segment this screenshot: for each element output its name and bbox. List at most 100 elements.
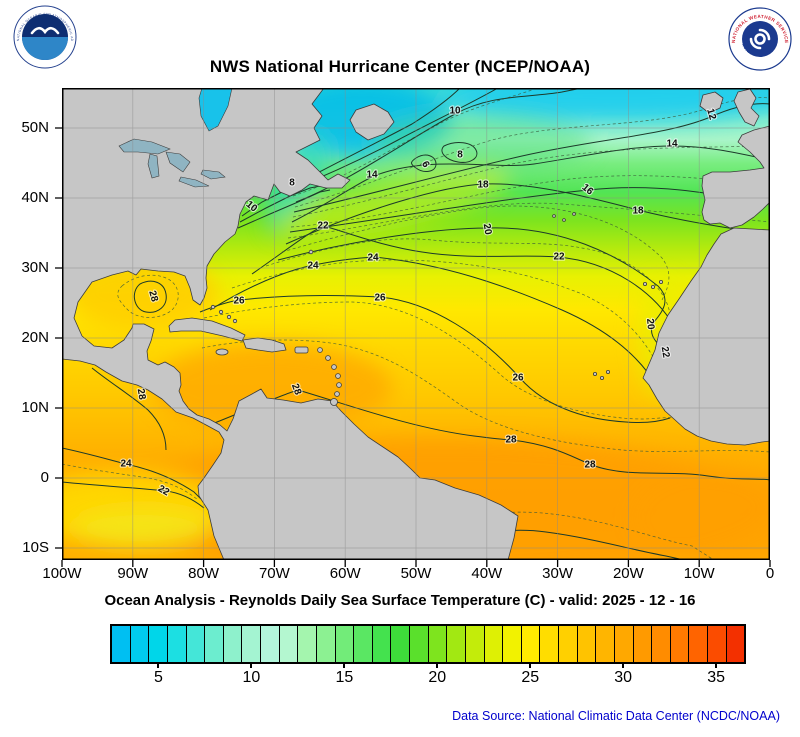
lon-tick-label: 40W — [471, 565, 503, 582]
cape-verde-islands — [593, 369, 611, 380]
contour-label: 14 — [366, 170, 378, 181]
contour-label: 28 — [146, 289, 160, 303]
colorbar-cell — [540, 626, 559, 662]
contour-label: 24 — [307, 261, 319, 272]
latitude-axis: 50N 40N 30N 20N 10N 0 10S — [2, 88, 56, 560]
lat-tick-label: 20N — [21, 329, 49, 346]
colorbar-cell — [521, 626, 541, 662]
lake-huron — [165, 151, 191, 173]
colorbar-cell — [428, 626, 448, 662]
contour-label: 26 — [233, 296, 245, 307]
nws-logo: NATIONAL WEATHER SERVICE NOAA — [728, 7, 792, 71]
colorbar-cell — [372, 626, 392, 662]
colorbar-cell — [130, 626, 150, 662]
hurricane-swirl-icon — [749, 28, 771, 50]
lon-tick-label: 10W — [683, 565, 715, 582]
colorbar-tick-label: 35 — [707, 669, 725, 686]
colorbar-tick — [529, 662, 532, 668]
colorbar-tick — [715, 662, 718, 668]
colorbar-cell — [708, 626, 727, 662]
colorbar-cell — [633, 626, 653, 662]
map-caption: Ocean Analysis - Reynolds Daily Sea Surf… — [104, 592, 696, 609]
lat-tick-label: 40N — [21, 189, 49, 206]
canary-islands — [643, 279, 664, 289]
colorbar-cell — [652, 626, 671, 662]
lake-michigan — [147, 153, 160, 179]
contour-label: 28 — [584, 460, 596, 471]
lon-tick-label: 60W — [329, 565, 361, 582]
colorbar-cell — [726, 626, 745, 662]
sst-map: 10 12 14 8 6 8 10 14 18 16 18 20 22 22 24 24 26 26 28 26 20 2… — [55, 88, 771, 567]
colorbar-tick-label: 25 — [521, 669, 540, 686]
colorbar-cell — [223, 626, 243, 662]
bahamas-islands — [210, 304, 238, 324]
colorbar-cell — [670, 626, 690, 662]
colorbar-tick-label: 30 — [614, 669, 633, 686]
lon-tick-label: 80W — [188, 565, 220, 582]
britain-island — [733, 88, 760, 127]
contour-label: 28 — [135, 388, 148, 401]
colorbar-cell — [596, 626, 615, 662]
colorbar-cell — [614, 626, 634, 662]
contour-label: 28 — [505, 435, 517, 446]
axis-tick-marks — [55, 127, 771, 567]
lake-erie — [178, 176, 210, 188]
colorbar-cell — [559, 626, 578, 662]
longitude-axis: 100W 90W 80W 70W 60W 50W 40W 30W 20W 10W 0 — [42, 565, 774, 585]
colorbar-cell — [577, 626, 597, 662]
lon-tick-label: 100W — [42, 565, 82, 582]
lon-tick-label: 70W — [258, 565, 290, 582]
colorbar-tick — [343, 662, 346, 668]
colorbar-tick-label: 10 — [242, 669, 261, 686]
nws-emblem-icon: NATIONAL WEATHER SERVICE NOAA — [728, 7, 792, 71]
contour-label: 18 — [477, 180, 489, 191]
colorbar-cell — [298, 626, 317, 662]
ireland-island — [699, 91, 724, 114]
colorbar-cell — [391, 626, 410, 662]
puerto-rico-island — [294, 346, 309, 354]
colorbar-cell — [354, 626, 373, 662]
colorbar-cell — [242, 626, 261, 662]
lake-superior — [118, 138, 171, 155]
lat-tick-label: 10N — [21, 399, 49, 416]
colorbar-cell — [186, 626, 206, 662]
colorbar-cell — [410, 626, 429, 662]
colorbar-cell — [503, 626, 522, 662]
colorbar-cell — [465, 626, 485, 662]
colorbar-cell — [167, 626, 187, 662]
colorbar-tick — [250, 662, 253, 668]
colorbar-cell — [112, 626, 131, 662]
contour-label: 14 — [666, 139, 678, 150]
contour-label: 24 — [367, 253, 379, 264]
contour-label: 20 — [481, 223, 494, 236]
noaa-logo: NATIONAL OCEANIC AND ATMOSPHERIC ADMINIS… — [11, 2, 77, 69]
lat-tick-label: 50N — [21, 119, 49, 136]
colorbar-tick — [436, 662, 439, 668]
contour-label: 10 — [449, 106, 461, 117]
contour-label: 22 — [317, 221, 329, 232]
colorbar-cell — [279, 626, 299, 662]
colorbar-cell — [261, 626, 280, 662]
colorbar-cell — [316, 626, 336, 662]
colorbar-cell — [484, 626, 504, 662]
contour-label: 22 — [659, 346, 672, 359]
bermuda-island — [308, 249, 314, 255]
colorbar-cell — [447, 626, 466, 662]
data-source-text: Data Source: National Climatic Data Cent… — [452, 709, 780, 723]
colorbar-tick — [157, 662, 160, 668]
james-bay — [198, 88, 233, 132]
lon-tick-label: 30W — [542, 565, 574, 582]
africa-landmass — [642, 227, 770, 446]
lon-tick-label: 50W — [400, 565, 432, 582]
noaa-emblem-icon: NATIONAL OCEANIC AND ATMOSPHERIC ADMINIS… — [11, 2, 77, 69]
contour-label: 8 — [289, 178, 295, 189]
contour-label: 12 — [704, 107, 718, 121]
contour-label: 20 — [644, 318, 656, 330]
colorbar-cell — [149, 626, 168, 662]
contour-label: 22 — [553, 252, 565, 263]
newfoundland-island — [349, 103, 395, 141]
colorbar — [110, 624, 746, 664]
lesser-antilles-islands — [317, 347, 342, 406]
seagull-icon — [30, 26, 60, 35]
